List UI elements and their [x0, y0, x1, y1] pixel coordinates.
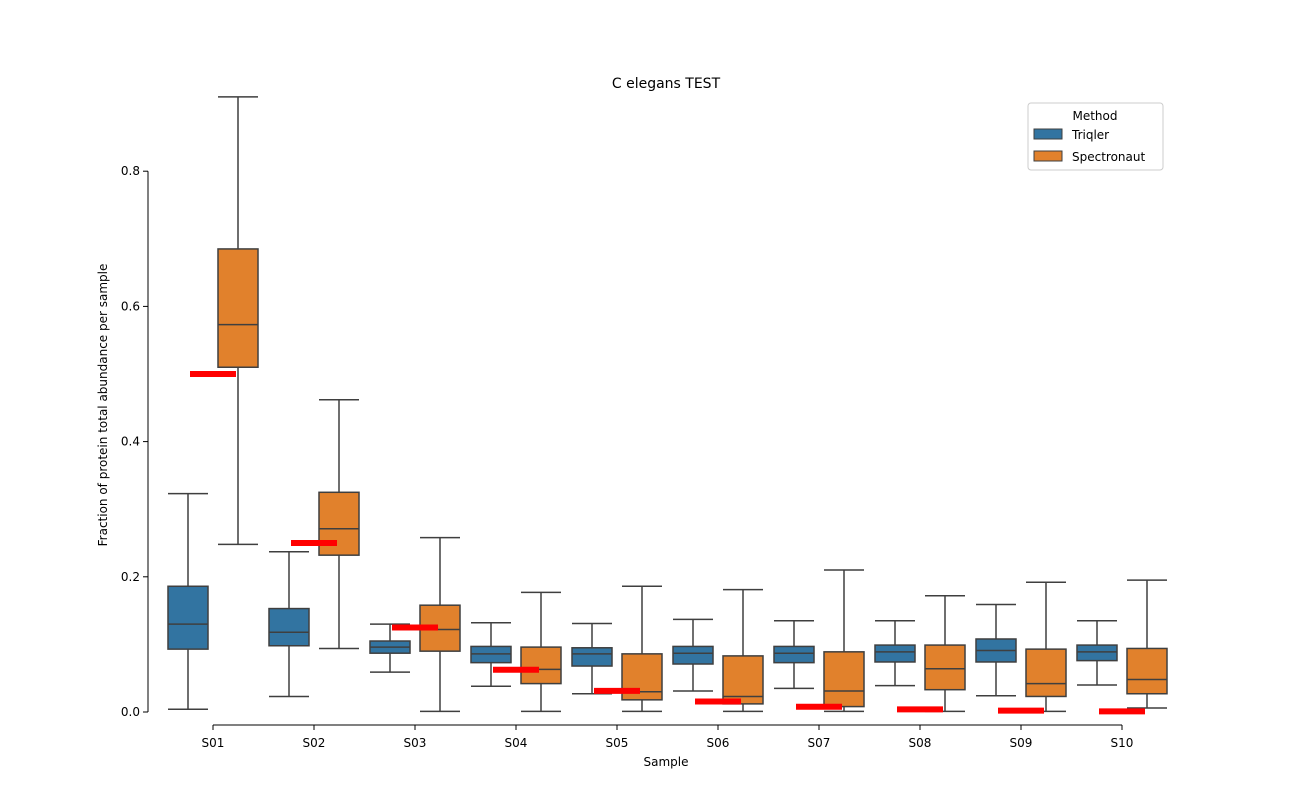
- box-triqler-s04: [470, 622, 512, 688]
- box-triqler-s08: [874, 619, 916, 687]
- legend-swatch-triqler: [1033, 128, 1063, 140]
- y-axis-ticks: 0.0 0.2 0.4 0.6 0.8: [121, 164, 148, 719]
- box-iqr: [571, 647, 613, 667]
- box-iqr: [924, 644, 966, 691]
- box-triqler-s06: [672, 618, 714, 692]
- box-spectronaut-s08: [924, 594, 966, 713]
- box-spectronaut-s06: [722, 588, 764, 713]
- box-iqr: [823, 651, 865, 708]
- box-iqr: [217, 248, 259, 368]
- x-tick-label-s03: S03: [404, 736, 427, 750]
- x-tick-label-s04: S04: [505, 736, 528, 750]
- reference-marks: [190, 371, 1145, 715]
- y-tick-label: 0.0: [121, 705, 140, 719]
- y-tick-label: 0.6: [121, 299, 140, 313]
- x-tick-label-s08: S08: [909, 736, 932, 750]
- box-triqler-s10: [1076, 619, 1118, 686]
- box-iqr: [268, 607, 310, 647]
- box-iqr: [874, 644, 916, 663]
- box-iqr: [672, 645, 714, 665]
- x-axis-ticks: S01 S02 S03 S04 S05 S06 S07 S08 S09 S10: [202, 725, 1134, 750]
- box-spectronaut-s04: [520, 591, 562, 713]
- box-spectronaut-s03: [419, 536, 461, 713]
- x-tick-label-s06: S06: [707, 736, 730, 750]
- box-iqr: [167, 585, 209, 650]
- x-tick-label-s01: S01: [202, 736, 225, 750]
- x-axis-label: Sample: [644, 755, 689, 769]
- box-spectronaut-s01: [217, 96, 259, 546]
- box-spectronaut-s02: [318, 398, 360, 650]
- box-iqr: [1025, 648, 1067, 698]
- legend-title: Method: [1072, 109, 1117, 123]
- x-tick-label-s09: S09: [1010, 736, 1033, 750]
- chart-title: C elegans TEST: [612, 76, 721, 92]
- x-tick-label-s02: S02: [303, 736, 326, 750]
- box-triqler-s02: [268, 551, 310, 698]
- x-tick-label-s10: S10: [1111, 736, 1134, 750]
- legend-swatch-spectronaut: [1033, 150, 1063, 162]
- legend-label-spectronaut: Spectronaut: [1072, 150, 1145, 164]
- x-tick-label-s07: S07: [808, 736, 831, 750]
- box-spectronaut-s10: [1126, 579, 1168, 709]
- box-spectronaut-s07: [823, 569, 865, 713]
- box-iqr: [1126, 647, 1168, 695]
- box-iqr: [773, 645, 815, 664]
- box-triqler-s05: [571, 622, 613, 695]
- box-iqr: [1076, 644, 1118, 662]
- y-tick-label: 0.4: [121, 435, 140, 449]
- y-tick-label: 0.8: [121, 164, 140, 178]
- box-triqler-s09: [975, 603, 1017, 697]
- box-spectronaut-s09: [1025, 581, 1067, 713]
- box-group: [167, 96, 1168, 713]
- x-tick-label-s05: S05: [606, 736, 629, 750]
- y-tick-label: 0.2: [121, 570, 140, 584]
- box-triqler-s07: [773, 619, 815, 690]
- box-triqler-s03: [369, 623, 411, 673]
- box-iqr: [520, 646, 562, 685]
- legend-label-triqler: Triqler: [1071, 128, 1109, 142]
- legend: Method Triqler Spectronaut: [1027, 102, 1164, 171]
- box-triqler-s01: [167, 492, 209, 711]
- y-axis-label: Fraction of protein total abundance per …: [96, 264, 110, 547]
